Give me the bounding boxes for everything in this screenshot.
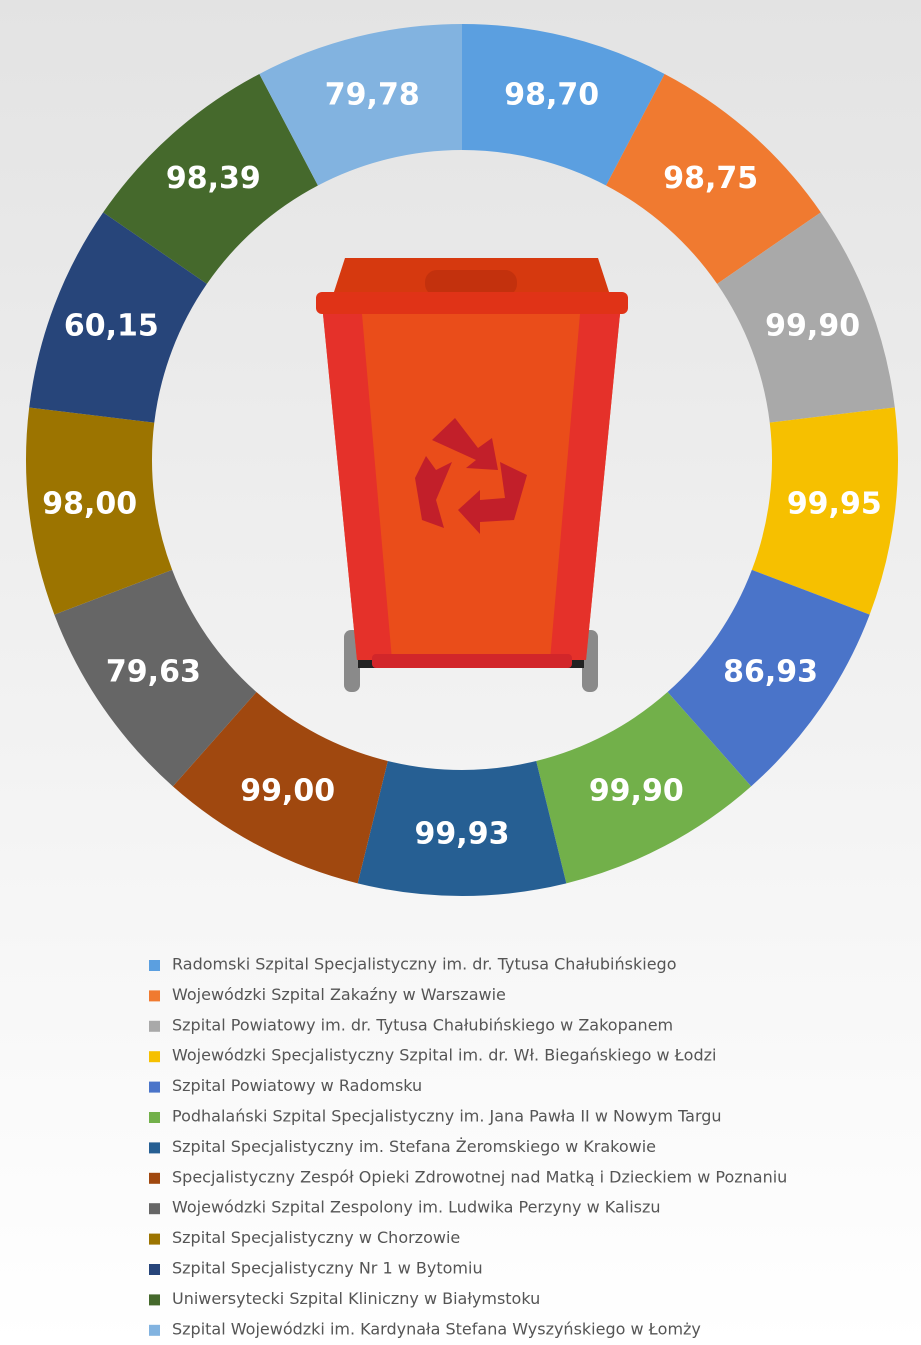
- legend-label: Podhalański Szpital Specjalistyczny im. …: [172, 1107, 722, 1126]
- value-label: 99,93: [415, 817, 510, 852]
- legend-swatch: [149, 1203, 160, 1214]
- value-label: 98,39: [166, 161, 261, 196]
- legend-swatch: [149, 990, 160, 1001]
- legend-swatch: [149, 1051, 160, 1062]
- legend-label: Wojewódzki Specjalistyczny Szpital im. d…: [172, 1046, 716, 1065]
- value-label: 60,15: [64, 309, 159, 344]
- legend-label: Specjalistyczny Zespół Opieki Zdrowotnej…: [172, 1167, 787, 1186]
- value-label: 79,78: [325, 77, 420, 112]
- legend-label: Szpital Specjalistyczny w Chorzowie: [172, 1228, 460, 1247]
- legend-swatch: [149, 1234, 160, 1245]
- value-label: 98,00: [42, 487, 137, 522]
- value-label: 86,93: [723, 655, 818, 690]
- trash-bin: [316, 258, 628, 692]
- chart: 98,70 98,75 99,90 99,95 86,93 99,90 99,93 99,00…: [0, 0, 921, 1345]
- legend-swatch: [149, 1173, 160, 1184]
- legend-swatch: [149, 1021, 160, 1032]
- value-label: 99,90: [589, 774, 684, 809]
- legend-label: Szpital Specjalistyczny im. Stefana Żero…: [172, 1137, 656, 1156]
- legend-label: Szpital Specjalistyczny Nr 1 w Bytomiu: [172, 1259, 483, 1278]
- legend-label: Szpital Powiatowy w Radomsku: [172, 1076, 422, 1095]
- legend-swatch: [149, 1264, 160, 1275]
- legend-swatch: [149, 1325, 160, 1336]
- value-label: 99,00: [240, 774, 335, 809]
- legend-label: Wojewódzki Szpital Zespolony im. Ludwika…: [172, 1198, 661, 1217]
- legend-label: Wojewódzki Szpital Zakaźny w Warszawie: [172, 985, 506, 1004]
- legend-swatch: [149, 1112, 160, 1123]
- legend-swatch: [149, 1142, 160, 1153]
- legend-label: Szpital Wojewódzki im. Kardynała Stefana…: [172, 1319, 701, 1338]
- value-label: 98,75: [663, 161, 758, 196]
- legend-swatch: [149, 1082, 160, 1093]
- legend-swatch: [149, 1294, 160, 1305]
- value-label: 99,90: [765, 309, 860, 344]
- value-label: 99,95: [787, 487, 882, 522]
- legend-swatch: [149, 960, 160, 971]
- value-label: 98,70: [504, 77, 599, 112]
- legend-label: Uniwersytecki Szpital Kliniczny w Białym…: [172, 1289, 540, 1308]
- legend-label: Radomski Szpital Specjalistyczny im. dr.…: [172, 955, 676, 974]
- value-label: 79,63: [106, 655, 201, 690]
- legend-label: Szpital Powiatowy im. dr. Tytusa Chałubi…: [172, 1015, 673, 1034]
